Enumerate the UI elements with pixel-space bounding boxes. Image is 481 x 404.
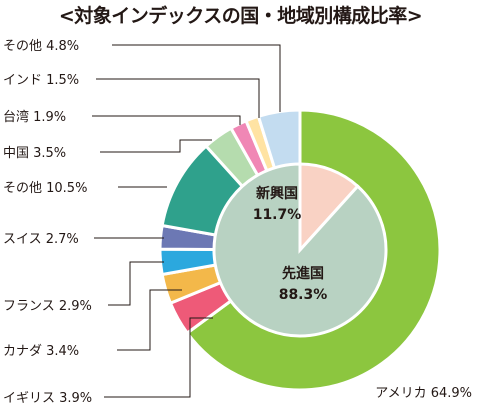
pie-slice-inner-1 <box>212 162 388 338</box>
inner-value-label-0: 11.7% <box>253 207 302 223</box>
leader-line-3 <box>108 261 164 306</box>
leader-line-8 <box>96 78 260 118</box>
outer-slice-label-4: スイス 2.7% <box>3 232 79 247</box>
outer-slice-label-3: フランス 2.9% <box>3 299 92 314</box>
inner-name-label-0: 新興国 <box>256 185 298 202</box>
outer-slice-label-1: イギリス 3.9% <box>3 391 92 404</box>
outer-slice-label-7: 台湾 1.9% <box>3 109 66 125</box>
leader-line-1 <box>104 317 213 398</box>
chart-title: <対象インデックスの国・地域別構成比率> <box>58 5 423 27</box>
leader-line-9 <box>112 44 281 112</box>
outer-slice-label-9: その他 4.8% <box>3 39 79 54</box>
outer-slice-label-2: カナダ 3.4% <box>3 344 79 359</box>
inner-value-label-1: 88.3% <box>279 287 328 303</box>
leader-line-7 <box>92 115 241 125</box>
outer-slice-label-6: 中国 3.5% <box>3 146 66 161</box>
outer-slice-label-8: インド 1.5% <box>3 73 79 88</box>
leader-line-2 <box>117 289 182 351</box>
leader-line-6 <box>100 139 212 153</box>
outer-slice-label-5: その他 10.5% <box>3 181 87 196</box>
inner-name-label-1: 先進国 <box>282 265 324 282</box>
outer-slice-label-0: アメリカ 64.9% <box>375 386 472 401</box>
